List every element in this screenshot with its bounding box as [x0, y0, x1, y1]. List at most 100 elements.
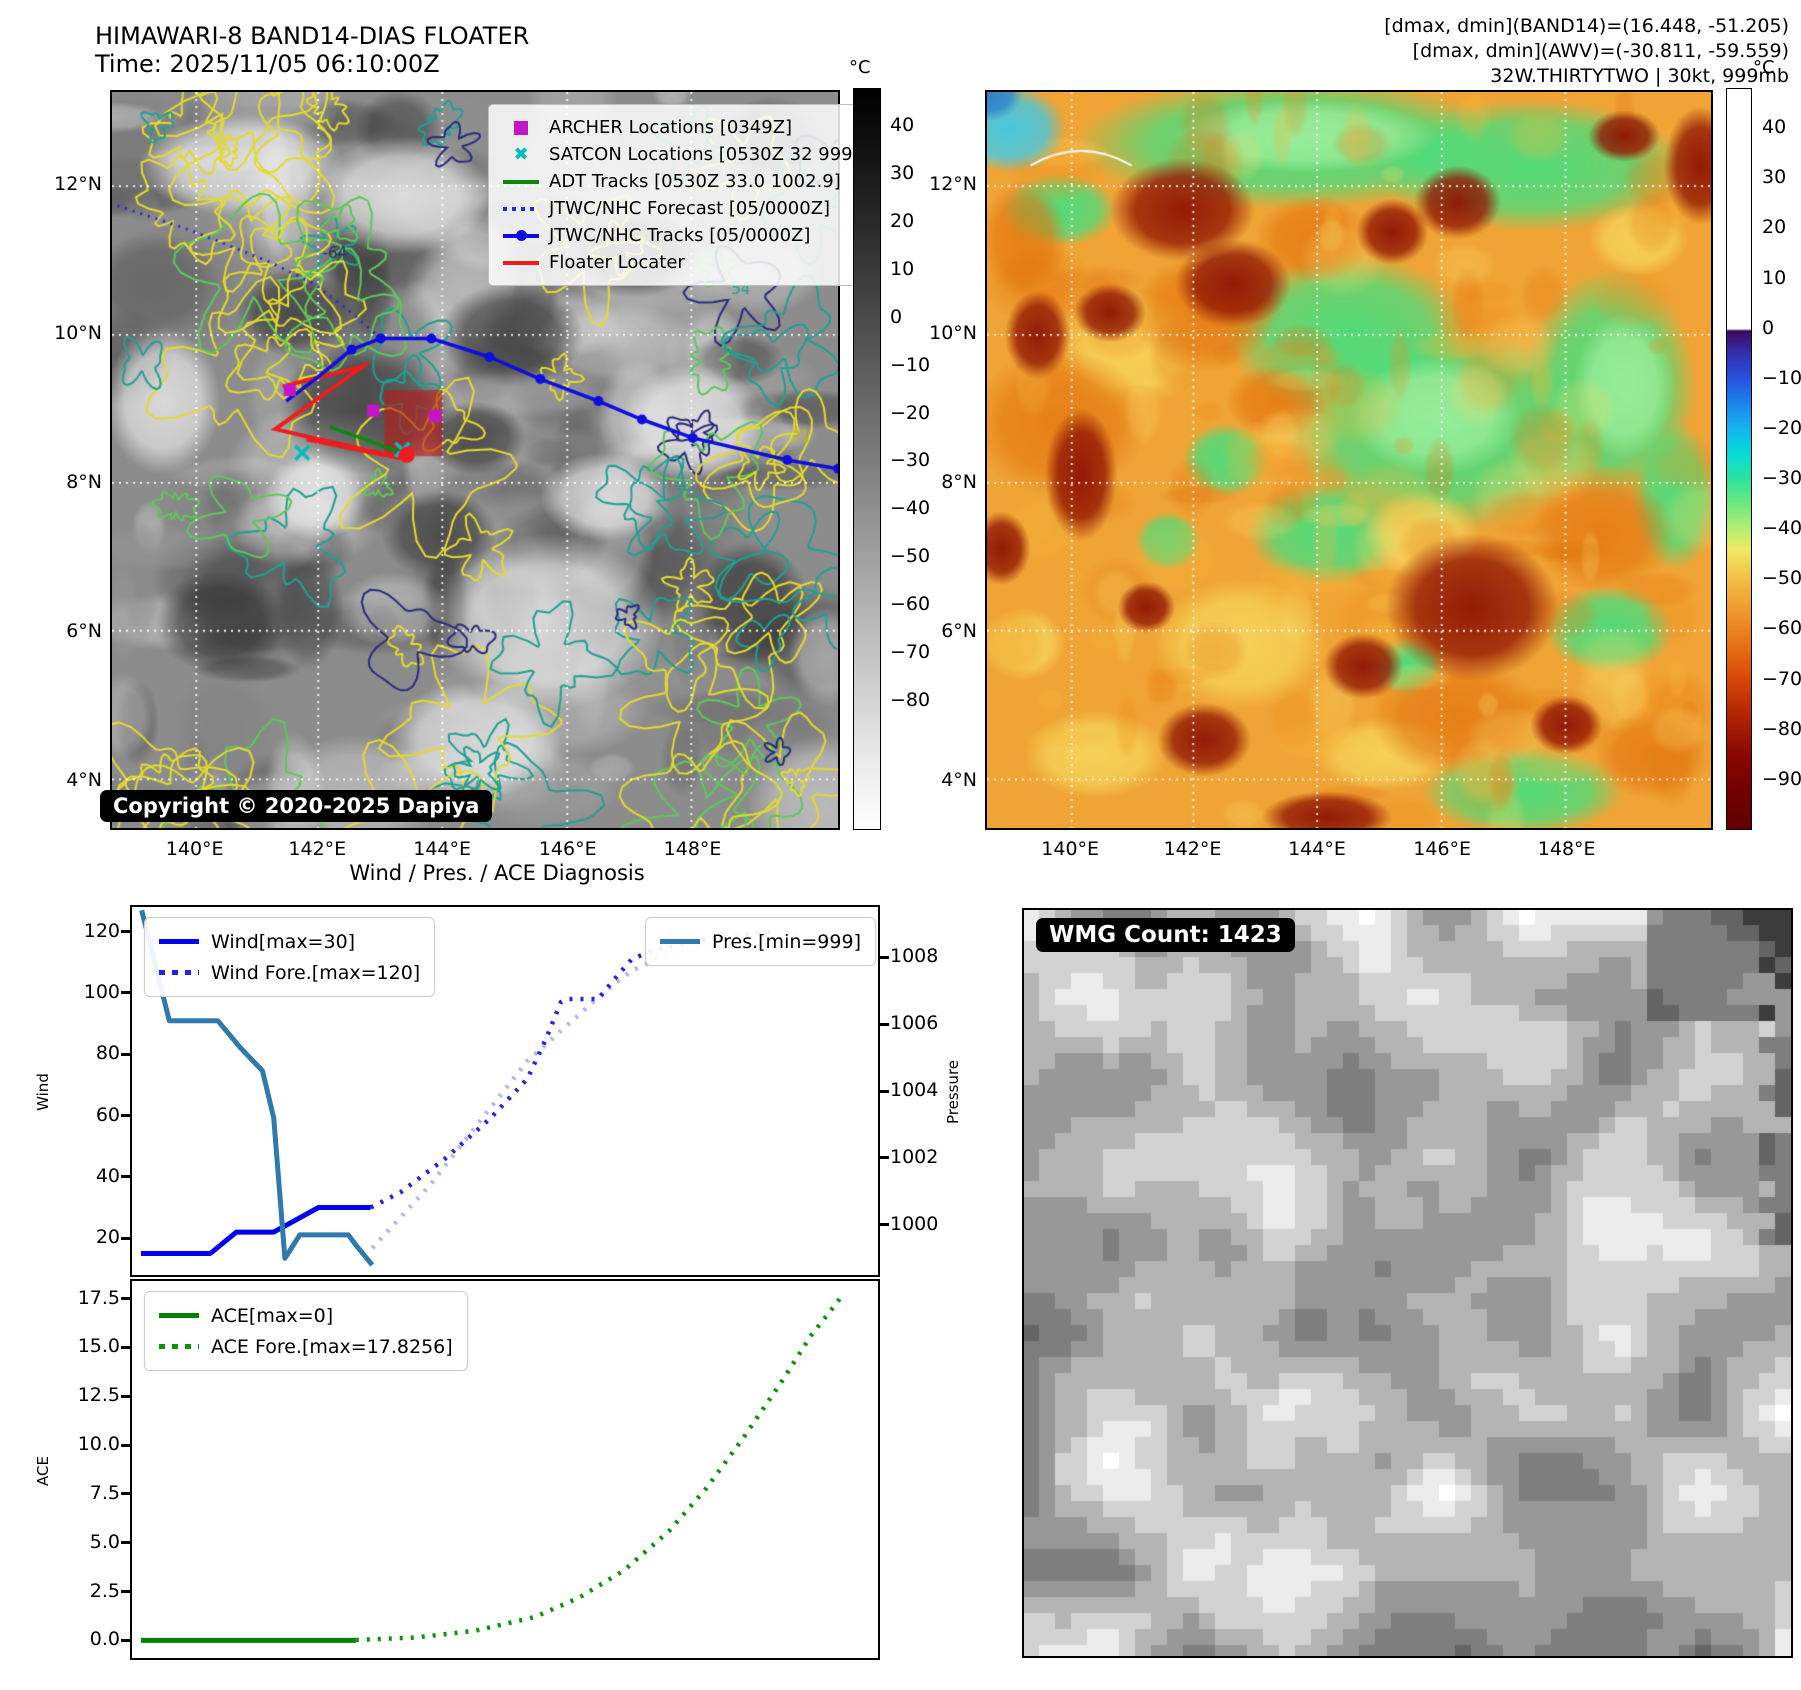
colorbar-tick-label: −50: [1762, 567, 1801, 590]
legend-label: Floater Locater: [549, 252, 685, 273]
pres-ytick-label: 1000: [890, 1212, 939, 1235]
axis-tick-mark: [121, 1297, 130, 1301]
lat-tick-label: 10°N: [929, 322, 977, 345]
colorbar-tick-label: −10: [890, 353, 931, 376]
series-pres-min-999-: [139, 909, 375, 1267]
lon-tick-label: 140°E: [1041, 838, 1100, 860]
legend-label: ACE Fore.[max=17.8256]: [211, 1335, 453, 1358]
track-line-dot-icon: [501, 229, 541, 241]
colorbar-tick-label: −20: [890, 401, 931, 424]
wind-ytick-label: 80: [95, 1042, 120, 1065]
axis-tick-mark: [121, 930, 130, 934]
colorbar-tick-label: −20: [1762, 416, 1801, 439]
legend-label: ARCHER Locations [0349Z]: [549, 117, 793, 138]
axis-tick-mark: [121, 1052, 130, 1056]
legend-label: Wind Fore.[max=120]: [211, 961, 421, 984]
wmg-pixel-panel: WMG Count: 1423: [1022, 908, 1793, 1658]
ace-line-icon: [159, 1313, 199, 1318]
wind-ytick-label: 60: [95, 1103, 120, 1126]
colorbar-tick-label: −40: [890, 497, 931, 520]
legend-label: JTWC/NHC Forecast [05/0000Z]: [549, 198, 831, 219]
lat-tick-label: 10°N: [54, 322, 102, 345]
axis-tick-mark: [121, 1590, 130, 1594]
wind-ytick-label: 100: [83, 980, 120, 1003]
colorbar-tick-label: −60: [890, 593, 931, 615]
copyright-badge: Copyright © 2020-2025 Dapiya: [100, 790, 493, 822]
colorbar-tick-label: 40: [1762, 116, 1787, 139]
legend-item-archer: ARCHER Locations [0349Z]: [501, 114, 860, 141]
band14-satellite-map-panel: ARCHER Locations [0349Z] ✖ SATCON Locati…: [100, 90, 873, 830]
lat-tick-label: 12°N: [54, 172, 102, 195]
colorbar-tick-label: −80: [890, 688, 931, 711]
page-title: HIMAWARI-8 BAND14-DIAS FLOATER: [95, 22, 530, 50]
pressure-chart-legend: Pres.[min=999]: [645, 917, 876, 966]
colorbar-tick-label: 0: [890, 305, 903, 328]
wind-chart-legend: Wind[max=30] Wind Fore.[max=120]: [144, 917, 436, 997]
pres-ytick-label: 1006: [890, 1012, 939, 1035]
axis-tick-mark: [121, 1345, 130, 1349]
figure-title-block: HIMAWARI-8 BAND14-DIAS FLOATER Time: 202…: [95, 22, 529, 78]
colorbar-tick-label: 30: [890, 162, 915, 185]
colorbar-tick-label: −50: [890, 545, 931, 568]
info-line-awv: [dmax, dmin](AWV)=(-30.811, -59.559): [1412, 40, 1789, 62]
axis-tick-mark: [121, 1443, 130, 1447]
lon-tick-label: 144°E: [1288, 838, 1346, 860]
axis-tick-mark: [121, 1175, 130, 1179]
ace-plot-svg: [141, 1291, 847, 1643]
colorbar-tick-label: 20: [1762, 216, 1787, 239]
pres-ytick-label: 1004: [890, 1079, 939, 1101]
right-colorbar-unit: °C: [1753, 57, 1775, 78]
legend-label: Wind[max=30]: [211, 930, 356, 953]
wmg-count-badge: WMG Count: 1423: [1036, 918, 1295, 952]
ace-ytick-label: 2.5: [89, 1579, 120, 1602]
axis-tick-mark: [880, 1223, 889, 1227]
axis-tick-mark: [121, 1394, 130, 1398]
legend-item-pres: Pres.[min=999]: [660, 926, 861, 957]
floater-line-icon: [501, 260, 541, 265]
ace-y-axis-label: ACE: [34, 1456, 52, 1486]
wind-y-axis-label: Wind: [34, 1073, 52, 1111]
adt-line-icon: [501, 179, 541, 184]
charts-title: Wind / Pres. / ACE Diagnosis: [349, 861, 645, 885]
legend-item-satcon: ✖ SATCON Locations [0530Z 32 999]: [501, 141, 859, 168]
axis-tick-mark: [121, 1114, 130, 1118]
lon-tick-label: 144°E: [413, 838, 472, 860]
info-line-band14: [dmax, dmin](BAND14)=(16.448, -51.205): [1384, 15, 1789, 37]
right-colorbar: [1726, 88, 1752, 830]
axis-tick-mark: [121, 991, 130, 995]
ace-ytick-label: 15.0: [77, 1335, 120, 1358]
ace-ytick-label: 17.5: [77, 1286, 120, 1309]
colorbar-tick-label: −70: [890, 640, 931, 663]
lon-tick-label: 148°E: [1537, 838, 1596, 860]
wind-fore-dotted-icon: [159, 970, 199, 975]
axis-tick-mark: [121, 1541, 130, 1545]
lon-tick-label: 142°E: [288, 838, 347, 860]
ace-ytick-label: 7.5: [89, 1481, 120, 1504]
left-colorbar: [853, 88, 881, 830]
lat-tick-label: 4°N: [941, 769, 977, 792]
pres-ytick-label: 1002: [890, 1145, 939, 1168]
legend-label: ACE[max=0]: [211, 1304, 334, 1327]
lat-tick-label: 12°N: [929, 172, 977, 195]
lon-tick-label: 148°E: [663, 838, 722, 860]
axis-tick-mark: [880, 955, 889, 959]
axis-tick-mark: [880, 1156, 889, 1160]
axis-tick-mark: [121, 1492, 130, 1496]
legend-item-wind: Wind[max=30]: [159, 926, 420, 957]
forecast-dotted-icon: [501, 206, 541, 211]
legend-item-adt: ADT Tracks [0530Z 33.0 1002.9]: [501, 168, 860, 195]
left-colorbar-unit: °C: [849, 57, 871, 78]
pres-line-icon: [660, 939, 700, 944]
ace-chart-legend: ACE[max=0] ACE Fore.[max=17.8256]: [144, 1291, 468, 1371]
colorbar-tick-label: −10: [1762, 366, 1801, 389]
axis-tick-mark: [880, 1022, 889, 1026]
awv-map-canvas: [987, 92, 1711, 828]
lat-tick-label: 8°N: [66, 470, 102, 493]
colorbar-tick-label: 10: [1762, 266, 1787, 289]
info-line-storm: 32W.THIRTYTWO | 30kt, 999mb: [1490, 65, 1789, 87]
axis-tick-mark: [880, 1089, 889, 1093]
legend-label: JTWC/NHC Tracks [05/0000Z]: [549, 225, 811, 246]
pres-ytick-label: 1008: [890, 945, 939, 968]
legend-item-wind-fore: Wind Fore.[max=120]: [159, 957, 420, 988]
